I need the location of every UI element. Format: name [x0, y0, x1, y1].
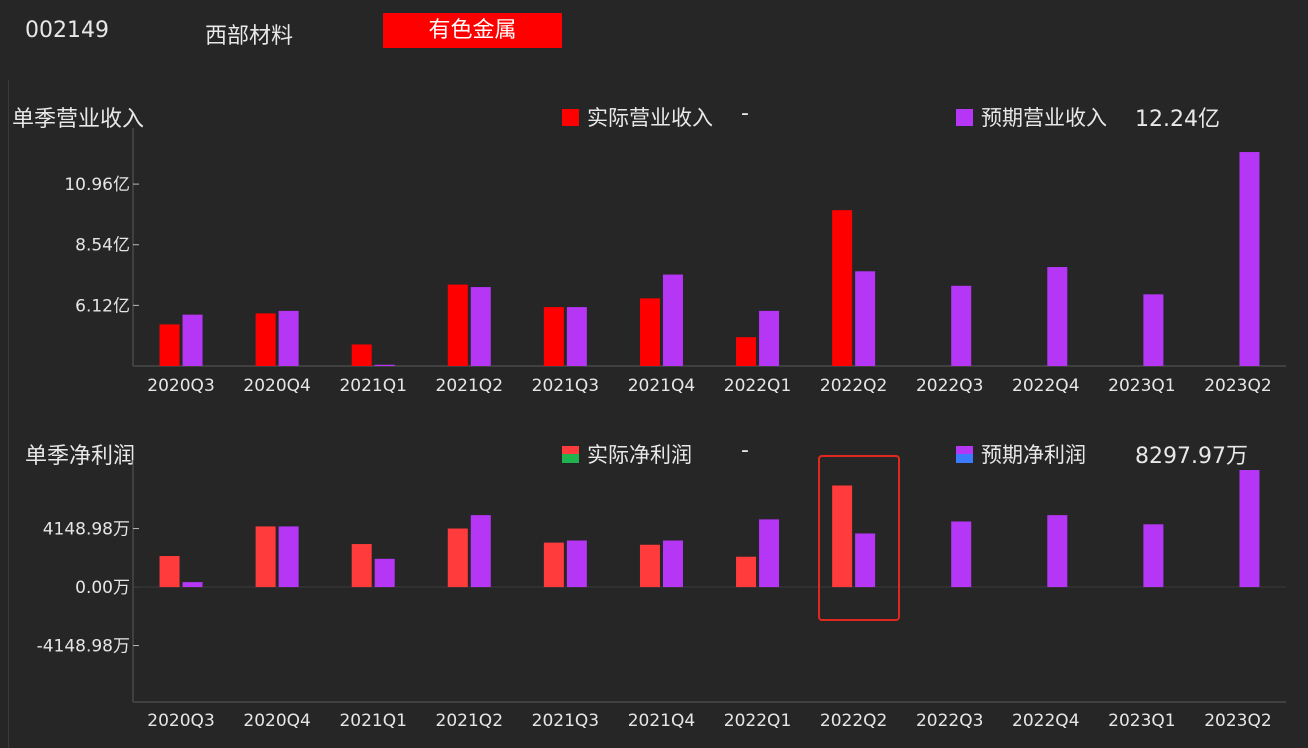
bar-actual: [351, 344, 372, 366]
bar-forecast: [278, 310, 299, 366]
x-tick-label: 2021Q2: [436, 376, 503, 396]
bar-forecast: [278, 526, 299, 588]
bar-forecast: [951, 521, 972, 588]
x-tick-label: 2023Q2: [1204, 376, 1271, 396]
x-tick-label: 2023Q1: [1108, 376, 1175, 396]
legend-actual-profit-value: -: [741, 438, 749, 463]
x-tick-label: 2022Q4: [1012, 711, 1079, 731]
bar-forecast: [182, 582, 203, 588]
x-tick-label: 2023Q2: [1204, 711, 1271, 731]
bar-actual: [351, 544, 372, 588]
x-tick-label: 2022Q2: [820, 376, 887, 396]
bar-actual: [736, 556, 757, 588]
x-tick-label: 2021Q3: [532, 711, 599, 731]
stock-name: 西部材料: [205, 24, 294, 49]
revenue-title: 单季营业收入: [12, 107, 145, 132]
bar-actual: [543, 307, 564, 366]
bar-actual: [639, 544, 660, 588]
legend-forecast-profit: 预期净利润: [956, 439, 1086, 469]
x-tick-label: 2021Q4: [628, 711, 695, 731]
legend-swatch: [562, 445, 579, 463]
x-tick-label: 2021Q4: [628, 376, 695, 396]
y-tick-label: 4148.98万: [43, 520, 130, 540]
bar-actual: [159, 556, 180, 588]
bar-forecast: [759, 519, 780, 588]
sector-tag[interactable]: 有色金属: [383, 13, 562, 48]
x-tick-label: 2022Q4: [1012, 376, 1079, 396]
bar-actual: [543, 542, 564, 588]
y-tick-label: 0.00万: [75, 578, 130, 598]
bar-actual: [447, 284, 468, 366]
bar-actual: [159, 324, 180, 366]
bar-forecast: [1047, 267, 1068, 366]
y-tick-label: 8.54亿: [75, 236, 130, 256]
stock-code: 002149: [25, 18, 109, 43]
legend-swatch: [562, 108, 579, 126]
bar-forecast: [662, 540, 683, 588]
bar-forecast: [662, 274, 683, 366]
bar-forecast: [566, 540, 587, 588]
profit-title: 单季净利润: [25, 444, 136, 469]
bar-actual: [447, 528, 468, 588]
legend-swatch: [956, 108, 973, 126]
legend-actual-revenue-value: -: [741, 101, 749, 126]
x-tick-label: 2022Q3: [916, 376, 983, 396]
legend-label: 实际营业收入: [587, 106, 713, 130]
legend-forecast-profit-value: 8297.97万: [1135, 444, 1248, 469]
bar-forecast: [182, 314, 203, 366]
divider: [8, 80, 9, 748]
x-tick-label: 2022Q1: [724, 376, 791, 396]
x-tick-label: 2021Q1: [339, 376, 406, 396]
legend-label: 预期净利润: [981, 443, 1086, 467]
x-tick-label: 2020Q3: [147, 376, 214, 396]
bar-forecast: [855, 271, 876, 366]
bar-forecast: [759, 310, 780, 366]
x-tick-label: 2020Q4: [243, 711, 310, 731]
bar-actual: [736, 337, 757, 366]
x-tick-label: 2021Q1: [339, 711, 406, 731]
y-tick-label: 10.96亿: [64, 175, 130, 195]
x-tick-label: 2021Q3: [532, 376, 599, 396]
bar-actual: [255, 526, 276, 588]
bar-forecast: [1143, 524, 1164, 588]
bar-forecast: [374, 558, 395, 588]
x-tick-label: 2021Q2: [436, 711, 503, 731]
bar-forecast: [566, 307, 587, 366]
bar-forecast: [1239, 152, 1260, 366]
y-tick-label: -4148.98万: [37, 637, 130, 657]
bar-forecast: [470, 287, 491, 366]
legend-forecast-revenue: 预期营业收入: [956, 102, 1107, 132]
highlight-box: [818, 455, 900, 621]
legend-label: 预期营业收入: [981, 106, 1107, 130]
bar-forecast: [1143, 294, 1164, 366]
bar-forecast: [374, 364, 395, 366]
x-tick-label: 2023Q1: [1108, 711, 1175, 731]
x-tick-label: 2022Q3: [916, 711, 983, 731]
y-tick-label: 6.12亿: [75, 296, 130, 316]
x-tick-label: 2022Q1: [724, 711, 791, 731]
bar-forecast: [1239, 470, 1260, 588]
bar-actual: [255, 313, 276, 366]
legend-actual-profit: 实际净利润: [562, 439, 692, 469]
bar-forecast: [1047, 515, 1068, 588]
legend-forecast-revenue-value: 12.24亿: [1135, 107, 1220, 132]
legend-swatch: [956, 445, 973, 463]
bar-forecast: [470, 515, 491, 588]
legend-actual-revenue: 实际营业收入: [562, 102, 713, 132]
x-tick-label: 2022Q2: [820, 711, 887, 731]
x-tick-label: 2020Q3: [147, 711, 214, 731]
x-tick-label: 2020Q4: [243, 376, 310, 396]
legend-label: 实际净利润: [587, 443, 692, 467]
bar-actual: [639, 298, 660, 366]
bar-forecast: [951, 285, 972, 366]
bar-actual: [832, 210, 853, 366]
